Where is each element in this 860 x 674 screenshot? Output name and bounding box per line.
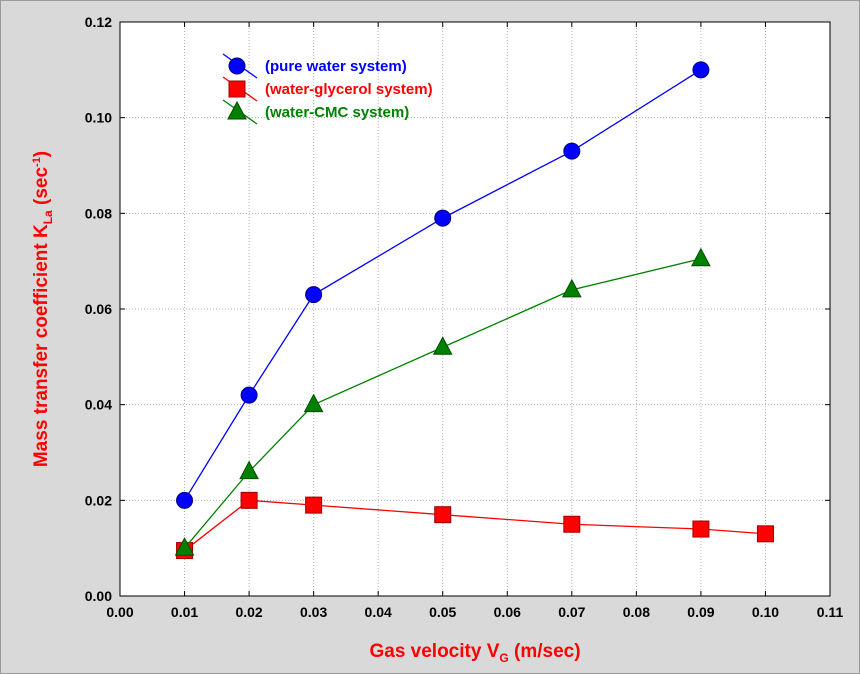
data-point [303, 393, 324, 413]
data-point [434, 506, 452, 524]
x-tick-label: 0.02 [235, 604, 262, 620]
legend-label: (water-glycerol system) [265, 81, 433, 98]
x-tick-label: 0.10 [752, 604, 779, 620]
y-tick-label: 0.02 [85, 492, 112, 508]
data-point [434, 209, 452, 227]
data-point [756, 525, 774, 543]
series-line [183, 69, 702, 501]
legend-label: (water-CMC system) [265, 104, 409, 121]
series-layer [174, 61, 774, 560]
data-point [691, 247, 711, 267]
x-axis-title-unit: (m/sec) [509, 641, 581, 662]
y-tick-label: 0.06 [85, 301, 112, 317]
y-tick-label: 0.00 [85, 588, 112, 604]
x-tick-label: 0.00 [106, 604, 133, 620]
x-axis-title-main: Gas velocity V [369, 641, 499, 662]
legend-marker [227, 100, 247, 120]
data-point [563, 142, 581, 160]
x-axis-title-sub: G [499, 651, 508, 665]
grid-lines [120, 22, 830, 596]
data-point [692, 61, 710, 79]
data-point [561, 278, 582, 298]
data-point [305, 496, 323, 514]
x-tick-label: 0.05 [429, 604, 456, 620]
series-3 [174, 247, 711, 556]
x-tick-label: 0.01 [171, 604, 198, 620]
x-tick-label: 0.11 [817, 604, 844, 620]
x-tick-label: 0.03 [300, 604, 327, 620]
x-tick-label: 0.04 [365, 604, 392, 620]
data-point [174, 537, 195, 556]
x-tick-label: 0.09 [687, 604, 714, 620]
series-line [184, 258, 702, 549]
data-point [239, 460, 259, 480]
y-axis-title-sup: -1 [31, 157, 43, 167]
data-point [692, 520, 710, 538]
x-tick-label: 0.06 [494, 604, 521, 620]
y-axis-ticks: 0.00 0.02 0.04 0.06 0.08 0.10 0.12 [85, 14, 830, 604]
data-point [563, 515, 581, 533]
legend-label: (pure water system) [265, 58, 407, 75]
legend-item-2: (water-glycerol system) [222, 76, 433, 102]
y-axis-title: Mass transfer coefficient KLa (sec-1) [31, 151, 55, 467]
y-axis-title-unit-pre: (sec [31, 167, 52, 211]
legend-item-1: (pure water system) [222, 53, 407, 79]
data-point [240, 386, 258, 404]
x-axis-title: Gas velocity VG (m/sec) [369, 641, 580, 665]
series-1 [176, 61, 710, 509]
x-axis-ticks: 0.00 0.01 0.02 0.03 0.04 0.05 0.06 0.07 0.08 0.09… [106, 22, 843, 620]
x-tick-label: 0.08 [623, 604, 650, 620]
legend-marker [228, 80, 246, 98]
x-tick-label: 0.07 [558, 604, 585, 620]
legend: (pure water system) (water-glycerol syste… [222, 53, 433, 125]
y-axis-title-unit-post: ) [31, 151, 52, 157]
y-axis-title-main: Mass transfer coefficient K [31, 224, 52, 467]
data-point [305, 286, 323, 304]
y-tick-label: 0.04 [85, 397, 112, 413]
data-point [432, 336, 453, 355]
legend-item-3: (water-CMC system) [222, 99, 409, 125]
legend-marker [228, 57, 246, 75]
y-tick-label: 0.12 [85, 14, 112, 30]
data-point [176, 491, 194, 509]
y-tick-label: 0.10 [85, 110, 112, 126]
data-point [240, 491, 258, 509]
y-axis-title-sub: La [41, 210, 55, 224]
y-tick-label: 0.08 [85, 205, 112, 221]
